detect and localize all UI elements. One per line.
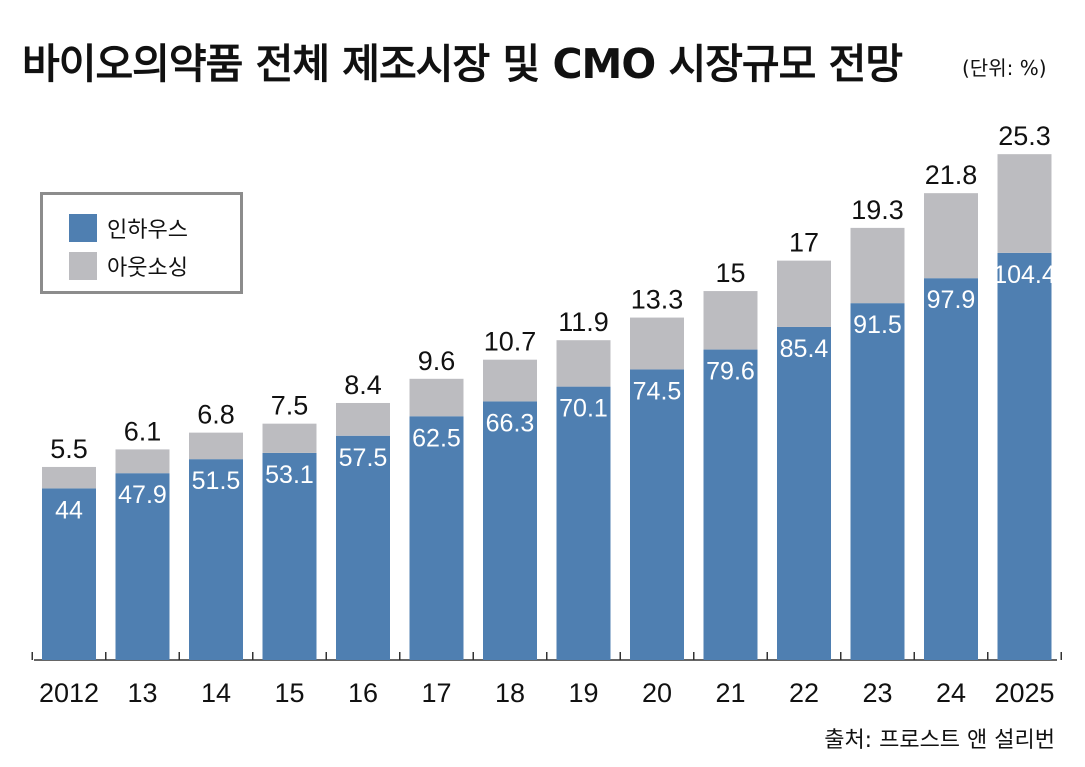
data-label-outsourcing: 19.3 [851, 195, 904, 225]
bar-inhouse [189, 459, 243, 660]
data-label-outsourcing: 8.4 [344, 370, 382, 400]
bar-inhouse [630, 369, 684, 660]
bar-outsourcing [336, 402, 390, 436]
data-label-outsourcing: 17 [789, 228, 819, 258]
bar-inhouse [850, 303, 905, 660]
data-label-inhouse: 44 [55, 496, 83, 524]
x-tick-label: 17 [421, 678, 451, 708]
bar-outsourcing [556, 340, 611, 387]
legend-item-outsourcing: 아웃소싱 [69, 251, 188, 281]
bar-inhouse [703, 349, 758, 660]
data-label-outsourcing: 9.6 [418, 346, 456, 376]
x-tick-label: 20 [642, 678, 672, 708]
data-label-inhouse: 74.5 [633, 377, 682, 405]
x-tick-label: 2025 [994, 678, 1054, 708]
data-label-outsourcing: 13.3 [631, 285, 684, 315]
unit-label: (단위: %) [962, 56, 1047, 80]
data-label-inhouse: 79.6 [706, 358, 755, 386]
x-tick-label: 24 [936, 678, 966, 708]
data-label-outsourcing: 11.9 [558, 307, 609, 337]
data-label-inhouse: 62.5 [412, 424, 461, 452]
legend-item-inhouse: 인하우스 [69, 213, 188, 243]
bar-inhouse [336, 435, 390, 660]
x-tick-label: 22 [789, 678, 819, 708]
bar-outsourcing [115, 449, 170, 474]
bar-inhouse [997, 252, 1052, 660]
data-label-outsourcing: 25.3 [998, 121, 1051, 151]
legend-swatch-outsourcing [69, 252, 97, 280]
data-label-inhouse: 85.4 [780, 335, 829, 363]
bar-outsourcing [189, 432, 243, 460]
chart-title: 바이오의약품 전체 제조시장 및 CMO 시장규모 전망 [22, 40, 903, 88]
bar-inhouse [777, 326, 831, 660]
bar-outsourcing [997, 154, 1052, 253]
legend-swatch-inhouse [69, 214, 97, 242]
data-label-inhouse: 70.1 [559, 395, 608, 423]
data-label-inhouse: 97.9 [927, 286, 976, 314]
source-note: 출처: 프로스트 앤 설리번 [824, 728, 1055, 753]
data-label-outsourcing: 10.7 [484, 327, 537, 357]
x-tick-label: 16 [348, 678, 378, 708]
data-label-outsourcing: 6.8 [197, 400, 235, 430]
legend-label-outsourcing: 아웃소싱 [107, 256, 188, 281]
bar-outsourcing [483, 359, 537, 402]
x-tick-label: 2012 [39, 678, 99, 708]
data-label-inhouse: 91.5 [853, 311, 902, 339]
legend-label-inhouse: 인하우스 [107, 218, 188, 243]
legend: 인하우스 아웃소싱 [40, 192, 243, 294]
data-label-outsourcing: 6.1 [124, 416, 162, 446]
data-label-inhouse: 57.5 [339, 444, 388, 472]
x-tick-label: 14 [201, 678, 231, 708]
data-label-inhouse: 53.1 [265, 461, 314, 489]
x-tick-label: 19 [568, 678, 598, 708]
data-label-outsourcing: 7.5 [271, 391, 309, 421]
data-label-inhouse: 51.5 [192, 467, 241, 495]
bar-inhouse [262, 452, 317, 660]
bar-inhouse [483, 401, 537, 660]
data-label-inhouse: 47.9 [118, 481, 167, 509]
x-tick-label: 15 [274, 678, 304, 708]
bar-inhouse [409, 416, 464, 660]
bar-outsourcing [924, 193, 978, 279]
bar-outsourcing [703, 291, 758, 350]
x-tick-label: 21 [715, 678, 745, 708]
bar-outsourcing [777, 260, 831, 327]
bar-inhouse [115, 473, 170, 660]
bar-outsourcing [42, 466, 96, 489]
bar-outsourcing [850, 227, 905, 304]
bar-inhouse [556, 386, 611, 660]
bar-outsourcing [409, 378, 464, 417]
data-label-outsourcing: 5.5 [50, 434, 88, 464]
bar-outsourcing [630, 317, 684, 370]
data-label-inhouse: 104.4 [993, 261, 1056, 289]
x-tick-label: 18 [495, 678, 525, 708]
data-label-outsourcing: 15 [715, 258, 745, 288]
bar-inhouse [924, 278, 978, 660]
data-label-outsourcing: 21.8 [925, 160, 978, 190]
x-tick-label: 13 [127, 678, 157, 708]
bar-inhouse [42, 488, 96, 660]
x-tick-label: 23 [862, 678, 892, 708]
data-label-inhouse: 66.3 [486, 409, 535, 437]
bar-outsourcing [262, 423, 317, 453]
